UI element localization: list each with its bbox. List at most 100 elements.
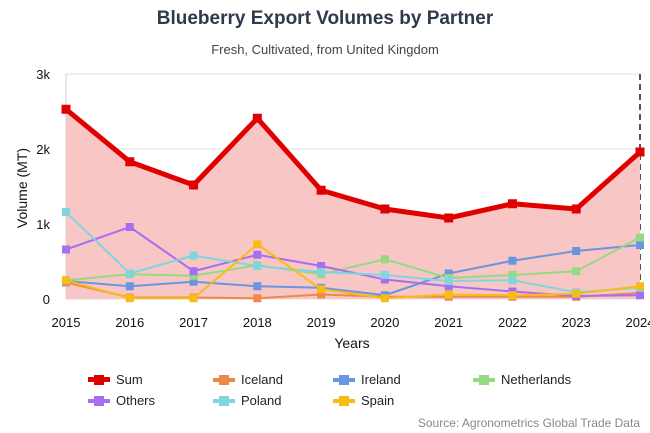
- data-point-sum[interactable]: [252, 113, 262, 123]
- data-point-netherlands[interactable]: [380, 255, 389, 264]
- series-line-netherlands: [65, 236, 641, 282]
- legend-label: Netherlands: [501, 372, 572, 387]
- y-axis-ticks: 0 1k 2k 3k: [36, 67, 50, 307]
- data-point-ireland[interactable]: [444, 269, 453, 278]
- x-tick-label: 2019: [307, 315, 336, 330]
- sum-area-fill: [66, 109, 640, 299]
- data-point-spain[interactable]: [253, 240, 262, 249]
- data-point-spain[interactable]: [636, 282, 644, 291]
- data-point-spain[interactable]: [189, 294, 198, 303]
- data-point-sum[interactable]: [316, 185, 326, 195]
- data-point-poland[interactable]: [508, 276, 517, 285]
- data-point-others[interactable]: [253, 250, 262, 259]
- data-point-netherlands[interactable]: [508, 271, 517, 279]
- legend-item-ireland[interactable]: Ireland: [333, 372, 401, 387]
- x-tick-label: 2016: [115, 315, 144, 330]
- legend-swatch: [333, 373, 355, 387]
- data-point-poland[interactable]: [380, 271, 389, 279]
- data-point-others[interactable]: [125, 223, 134, 231]
- data-point-spain[interactable]: [444, 290, 453, 299]
- sum-area: [66, 109, 640, 299]
- data-point-sum[interactable]: [189, 180, 199, 190]
- legend-label: Ireland: [361, 372, 401, 387]
- y-tick-label: 2k: [36, 142, 50, 157]
- legend-item-sum[interactable]: Sum: [88, 372, 143, 387]
- series-lines: [61, 104, 645, 303]
- legend-item-poland[interactable]: Poland: [213, 393, 281, 408]
- x-axis-ticks: 2015 2016 2017 2018 2019 2020 2021 2022 2023 2024: [52, 315, 650, 330]
- data-point-ireland[interactable]: [508, 256, 517, 265]
- chart-subtitle: Fresh, Cultivated, from United Kingdom: [211, 42, 439, 57]
- legend-swatch: [88, 373, 110, 387]
- data-point-poland[interactable]: [444, 277, 453, 285]
- series-sum: [61, 104, 645, 223]
- data-point-others[interactable]: [317, 262, 326, 270]
- data-point-others[interactable]: [444, 282, 453, 291]
- chart-title: Blueberry Export Volumes by Partner: [156, 8, 494, 29]
- data-point-others[interactable]: [636, 291, 644, 300]
- x-tick-label: 2021: [434, 315, 463, 330]
- x-tick-label: 2017: [179, 315, 208, 330]
- y-axis-title: Volume (MT): [14, 148, 30, 228]
- x-tick-label: 2015: [52, 315, 81, 330]
- data-point-netherlands[interactable]: [189, 271, 198, 280]
- data-point-ireland[interactable]: [572, 247, 581, 255]
- data-point-ireland[interactable]: [189, 277, 198, 286]
- legend-swatch: [213, 394, 235, 408]
- legend-item-others[interactable]: Others: [88, 393, 155, 408]
- data-point-sum[interactable]: [635, 147, 645, 157]
- data-point-poland[interactable]: [62, 208, 70, 216]
- data-point-poland[interactable]: [317, 268, 326, 276]
- x-tick-label: 2018: [243, 315, 272, 330]
- legend-swatch: [88, 394, 110, 408]
- series-line-ireland: [65, 244, 641, 297]
- series-line-poland: [65, 211, 641, 294]
- x-axis-title: Years: [334, 335, 369, 351]
- data-point-sum[interactable]: [444, 213, 454, 223]
- legend-label: Spain: [361, 393, 395, 408]
- data-point-netherlands[interactable]: [572, 267, 581, 276]
- data-point-sum[interactable]: [380, 204, 390, 214]
- legend-label: Sum: [116, 372, 143, 387]
- data-point-spain[interactable]: [508, 291, 517, 300]
- data-point-sum[interactable]: [507, 199, 517, 209]
- y-tick-label: 1k: [36, 217, 50, 232]
- data-point-spain[interactable]: [380, 294, 389, 303]
- data-point-spain[interactable]: [125, 294, 134, 303]
- x-tick-label: 2023: [562, 315, 591, 330]
- series-spain: [62, 240, 644, 303]
- data-point-ireland[interactable]: [125, 282, 134, 291]
- data-point-iceland[interactable]: [317, 290, 326, 299]
- data-point-ireland[interactable]: [636, 241, 644, 249]
- data-point-others[interactable]: [62, 245, 70, 254]
- legend-item-spain[interactable]: Spain: [333, 393, 394, 408]
- data-point-poland[interactable]: [189, 251, 198, 260]
- x-tick-label: 2024: [626, 315, 650, 330]
- legend-label: Others: [116, 393, 156, 408]
- legend-label: Poland: [241, 393, 282, 408]
- data-point-sum[interactable]: [61, 104, 71, 114]
- data-point-poland[interactable]: [253, 262, 262, 270]
- data-point-others[interactable]: [189, 267, 198, 276]
- data-point-spain[interactable]: [317, 285, 326, 294]
- series-line-sum: [64, 107, 642, 221]
- data-point-others[interactable]: [380, 275, 389, 284]
- data-point-spain[interactable]: [572, 289, 581, 298]
- x-tick-label: 2020: [370, 315, 399, 330]
- source-note: Source: Agronometrics Global Trade Data: [417, 416, 640, 430]
- legend-swatch: [333, 394, 355, 408]
- data-point-sum[interactable]: [571, 204, 581, 214]
- legend-item-iceland[interactable]: Iceland: [213, 372, 283, 387]
- data-point-sum[interactable]: [125, 157, 135, 167]
- legend-label: Iceland: [241, 372, 283, 387]
- series-line-spain: [65, 243, 641, 300]
- legend-swatch: [213, 373, 235, 387]
- legend-swatch: [473, 373, 495, 387]
- legend-item-netherlands[interactable]: Netherlands: [473, 372, 571, 387]
- data-point-iceland[interactable]: [253, 294, 262, 303]
- data-point-ireland[interactable]: [253, 282, 262, 291]
- data-point-spain[interactable]: [62, 276, 70, 285]
- data-point-poland[interactable]: [125, 269, 134, 278]
- data-point-netherlands[interactable]: [636, 233, 644, 242]
